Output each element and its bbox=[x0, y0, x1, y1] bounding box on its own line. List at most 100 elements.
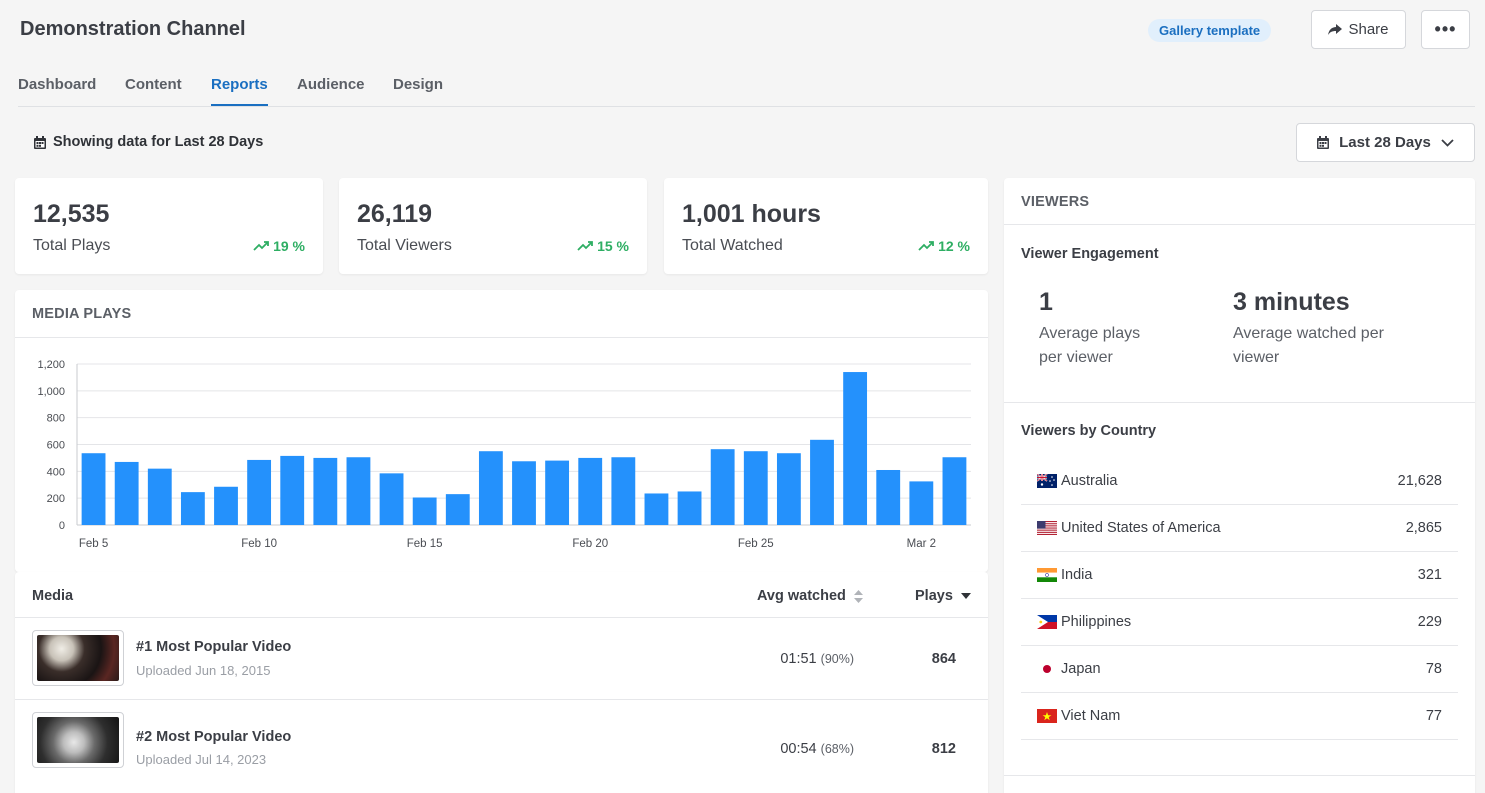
chart-bar[interactable] bbox=[247, 459, 272, 525]
country-name: Japan bbox=[1061, 661, 1101, 677]
thumbnail-image bbox=[37, 717, 119, 763]
country-row: United States of America 2,865 bbox=[1021, 505, 1458, 552]
country-value: 21,628 bbox=[1397, 473, 1442, 489]
chart-bar[interactable] bbox=[478, 451, 503, 525]
tab-content[interactable]: Content bbox=[125, 76, 182, 93]
chart-bar[interactable] bbox=[512, 461, 536, 525]
column-header-plays[interactable]: Plays bbox=[915, 588, 971, 604]
video-thumbnail[interactable] bbox=[32, 630, 124, 686]
country-value: 77 bbox=[1425, 708, 1442, 724]
country-row: Philippines 229 bbox=[1021, 599, 1458, 646]
chart-bar[interactable] bbox=[545, 460, 570, 525]
chart-bar[interactable] bbox=[710, 449, 735, 525]
stat-card-total-viewers: 26,119 Total Viewers 15 % bbox=[339, 178, 647, 274]
template-badge[interactable]: Gallery template bbox=[1148, 19, 1272, 42]
stat-change: 15 % bbox=[577, 238, 629, 254]
chart-bar[interactable] bbox=[114, 461, 139, 525]
tab-reports[interactable]: Reports bbox=[211, 76, 268, 106]
column-header-avg-label: Avg watched bbox=[757, 588, 846, 604]
divider bbox=[1004, 224, 1475, 225]
chart-bar[interactable] bbox=[180, 492, 205, 525]
country-name: United States of America bbox=[1061, 520, 1221, 536]
more-options-button[interactable]: ••• bbox=[1421, 10, 1470, 49]
divider bbox=[15, 699, 988, 700]
chart-bar[interactable] bbox=[909, 481, 934, 525]
plays-value: 864 bbox=[931, 651, 956, 667]
chart-bar[interactable] bbox=[280, 455, 305, 525]
country-row: Viet Nam 77 bbox=[1021, 693, 1458, 740]
viewers-by-country-heading: Viewers by Country bbox=[1021, 423, 1157, 439]
stat-change: 19 % bbox=[253, 238, 305, 254]
tab-dashboard[interactable]: Dashboard bbox=[18, 76, 97, 93]
trend-up-icon bbox=[577, 241, 593, 251]
stat-label: Total Watched bbox=[682, 237, 783, 254]
chart-bar[interactable] bbox=[876, 469, 901, 525]
page-title: Demonstration Channel bbox=[20, 18, 246, 40]
stat-label: Total Plays bbox=[33, 237, 111, 254]
chart-bar[interactable] bbox=[445, 494, 470, 525]
media-title[interactable]: #2 Most Popular Video bbox=[136, 729, 292, 745]
chart-bar[interactable] bbox=[81, 453, 106, 525]
chart-bar[interactable] bbox=[843, 372, 868, 525]
country-value: 321 bbox=[1417, 567, 1442, 583]
avg-watched-value: 3 minutes bbox=[1233, 288, 1350, 316]
share-button[interactable]: Share bbox=[1311, 10, 1406, 49]
chart-bar[interactable] bbox=[677, 491, 702, 525]
chart-bar[interactable] bbox=[611, 457, 636, 525]
country-value: 78 bbox=[1425, 661, 1442, 677]
tab-bar: Dashboard Content Reports Audience Desig… bbox=[18, 72, 1475, 107]
chart-bar[interactable] bbox=[214, 486, 238, 525]
chart-bar[interactable] bbox=[313, 457, 338, 525]
india-flag-icon bbox=[1037, 568, 1057, 582]
thumbnail-image bbox=[37, 635, 119, 681]
chart-bar[interactable] bbox=[346, 457, 371, 525]
y-tick-label: 400 bbox=[47, 466, 65, 478]
plays-value: 812 bbox=[931, 741, 956, 757]
chart-bar[interactable] bbox=[578, 457, 603, 525]
table-row[interactable]: #1 Most Popular Video Uploaded Jun 18, 2… bbox=[15, 618, 988, 708]
stat-change-value: 12 % bbox=[938, 238, 970, 254]
column-header-media: Media bbox=[32, 588, 73, 604]
chart-bar[interactable] bbox=[810, 439, 834, 525]
date-range-dropdown[interactable]: Last 28 Days bbox=[1296, 123, 1475, 162]
stat-card-total-plays: 12,535 Total Plays 19 % bbox=[15, 178, 323, 274]
share-label: Share bbox=[1348, 21, 1389, 38]
avg-watched-percent: (68%) bbox=[820, 742, 854, 756]
date-range-label: Last 28 Days bbox=[1339, 134, 1431, 151]
country-name: India bbox=[1061, 567, 1093, 583]
chart-bar[interactable] bbox=[412, 497, 437, 525]
tab-design[interactable]: Design bbox=[393, 76, 444, 93]
media-title[interactable]: #1 Most Popular Video bbox=[136, 639, 292, 655]
chart-bar[interactable] bbox=[644, 493, 669, 525]
date-range-summary: Showing data for Last 28 Days bbox=[34, 134, 263, 150]
y-tick-label: 200 bbox=[47, 493, 65, 505]
chart-bar[interactable] bbox=[942, 457, 967, 525]
sort-desc-icon bbox=[960, 593, 971, 599]
stat-card-total-watched: 1,001 hours Total Watched 12 % bbox=[664, 178, 988, 274]
chart-bar[interactable] bbox=[147, 468, 172, 525]
stat-change: 12 % bbox=[918, 238, 970, 254]
column-header-avg-watched[interactable]: Avg watched bbox=[757, 588, 863, 604]
avg-plays-value: 1 bbox=[1039, 288, 1053, 316]
country-row: India 321 bbox=[1021, 552, 1458, 599]
calendar-icon bbox=[34, 135, 46, 149]
usa-flag-icon bbox=[1037, 521, 1057, 535]
avg-plays-label: Average plays per viewer bbox=[1039, 325, 1141, 366]
divider bbox=[15, 617, 988, 618]
country-name: Australia bbox=[1061, 473, 1118, 489]
chart-bar[interactable] bbox=[379, 473, 404, 525]
showing-text: Showing data for Last 28 Days bbox=[53, 134, 264, 150]
column-header-plays-label: Plays bbox=[915, 588, 953, 604]
table-row[interactable]: #2 Most Popular Video Uploaded Jul 14, 2… bbox=[15, 700, 988, 790]
video-thumbnail[interactable] bbox=[32, 712, 124, 768]
vietnam-flag-icon bbox=[1037, 709, 1057, 723]
avg-watched-value: 00:54 (68%) bbox=[780, 741, 854, 757]
trend-up-icon bbox=[918, 241, 934, 251]
divider bbox=[1004, 775, 1475, 776]
chevron-down-icon bbox=[1441, 138, 1454, 147]
tab-audience[interactable]: Audience bbox=[297, 76, 365, 93]
x-tick-label: Feb 25 bbox=[738, 538, 774, 550]
country-row: Japan 78 bbox=[1021, 646, 1458, 693]
chart-bar[interactable] bbox=[776, 453, 801, 525]
chart-bar[interactable] bbox=[743, 451, 768, 525]
